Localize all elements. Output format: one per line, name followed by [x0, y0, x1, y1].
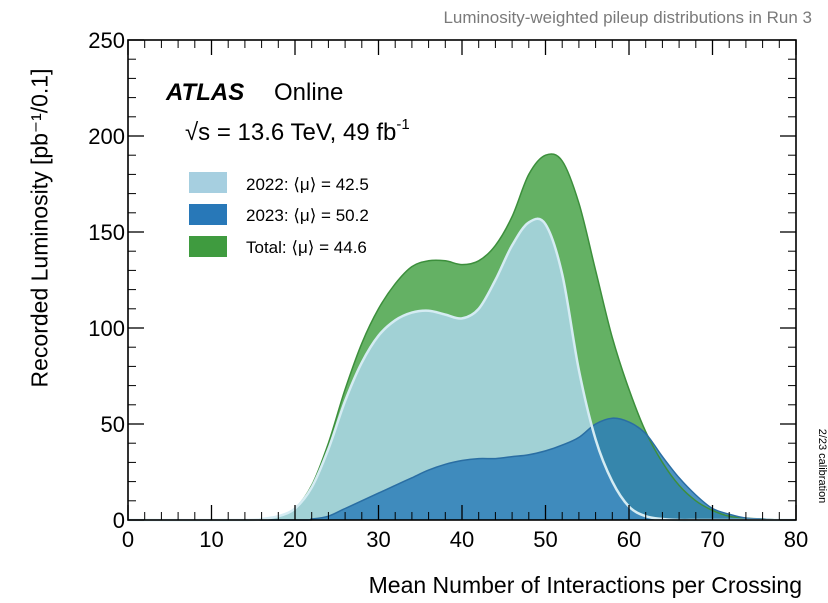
y-tick-label: 50 — [101, 412, 125, 437]
legend-swatch-2023 — [189, 204, 227, 225]
area-2023 — [128, 418, 796, 521]
line-total — [127, 153, 797, 521]
x-tick-label: 30 — [366, 527, 390, 552]
y-tick-label: 150 — [88, 220, 125, 245]
x-tick-label: 40 — [450, 527, 474, 552]
x-tick-label: 0 — [122, 527, 134, 552]
x-tick-label: 70 — [700, 527, 724, 552]
y-axis-label: Recorded Luminosity [pb⁻¹/0.1] — [26, 68, 53, 388]
line-2023 — [127, 417, 797, 521]
x-tick-label: 50 — [533, 527, 557, 552]
calibration-note: 2/23 calibration — [816, 428, 828, 504]
x-tick-label: 60 — [617, 527, 641, 552]
y-tick-label: 250 — [88, 28, 125, 53]
y-tick-label: 0 — [113, 508, 125, 533]
legend-swatch-total — [189, 236, 227, 257]
y-tick-label: 200 — [88, 124, 125, 149]
area-2022 — [128, 218, 796, 521]
series-layer — [127, 153, 797, 522]
x-tick-label: 80 — [784, 527, 808, 552]
axis-ticks: 0 10 20 30 40 50 60 70 80 0 50 100 150 200 250 — [88, 28, 808, 552]
energy-label: √s = 13.6 TeV, 49 fb-1 — [185, 116, 410, 146]
energy-exponent: -1 — [396, 116, 409, 133]
legend-label-2023: 2023: ⟨μ⟩ = 50.2 — [246, 206, 369, 225]
x-axis-label: Mean Number of Interactions per Crossing — [368, 572, 802, 598]
online-label: Online — [274, 79, 343, 106]
chart-subtitle: Luminosity-weighted pileup distributions… — [443, 8, 812, 27]
energy-main: √s = 13.6 TeV, 49 fb — [185, 119, 396, 146]
x-tick-label: 10 — [199, 527, 223, 552]
legend-swatch-2022 — [189, 172, 227, 193]
y-tick-label: 100 — [88, 316, 125, 341]
legend-label-2022: 2022: ⟨μ⟩ = 42.5 — [246, 175, 369, 194]
legend: 2022: ⟨μ⟩ = 42.5 2023: ⟨μ⟩ = 50.2 Total:… — [189, 172, 369, 257]
x-tick-label: 20 — [283, 527, 307, 552]
atlas-label: ATLAS — [165, 79, 244, 106]
legend-label-total: Total: ⟨μ⟩ = 44.6 — [246, 238, 367, 257]
